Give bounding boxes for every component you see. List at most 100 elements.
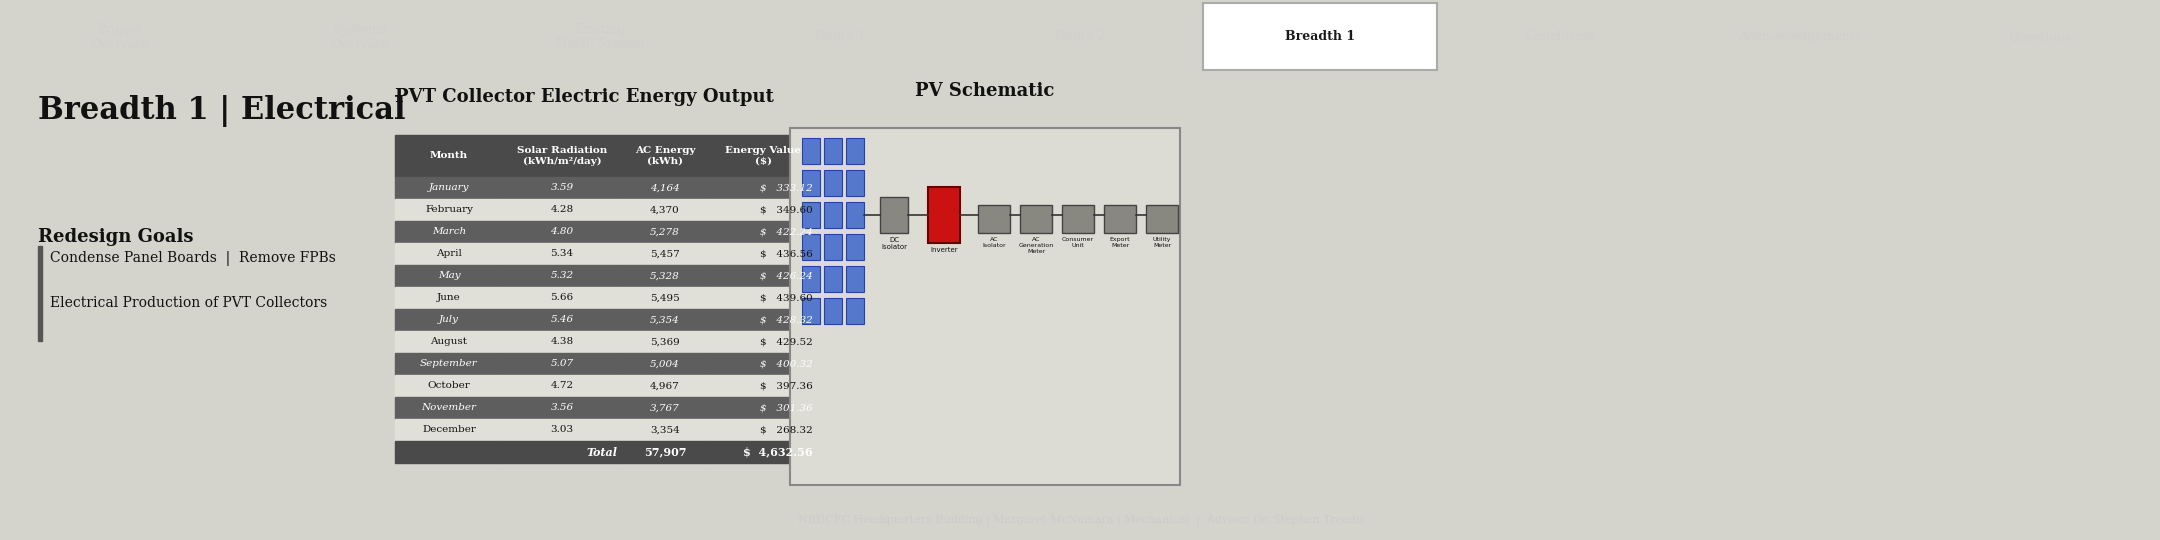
Bar [708, 221, 816, 243]
Bar [847, 298, 864, 324]
Text: Electrical Production of PVT Collectors: Electrical Production of PVT Collectors [50, 296, 328, 310]
Bar [708, 353, 816, 375]
Text: Breadth 1: Breadth 1 [1285, 30, 1354, 43]
Text: 3.03: 3.03 [551, 426, 575, 435]
Bar [503, 397, 622, 419]
Bar [708, 397, 816, 419]
Text: AC Energy
(kWh): AC Energy (kWh) [635, 146, 696, 166]
Bar [395, 309, 503, 331]
Text: $   333.12: $ 333.12 [760, 184, 812, 192]
Bar [503, 419, 622, 441]
Text: 3.56: 3.56 [551, 403, 575, 413]
Text: November: November [421, 403, 477, 413]
Bar [791, 128, 1179, 485]
Text: July: July [438, 315, 458, 325]
Text: 5.34: 5.34 [551, 249, 575, 259]
Bar [801, 170, 821, 196]
Bar [395, 397, 503, 419]
Bar [801, 298, 821, 324]
Bar [503, 287, 622, 309]
Text: 5,004: 5,004 [650, 360, 680, 368]
Text: Acknowledgements: Acknowledgements [1739, 30, 1862, 43]
Bar [503, 177, 622, 199]
Bar [395, 419, 503, 441]
Bar [503, 221, 622, 243]
Bar [395, 287, 503, 309]
Text: 4,370: 4,370 [650, 206, 680, 214]
Text: $   268.32: $ 268.32 [760, 426, 812, 435]
Bar [395, 221, 503, 243]
Bar [823, 138, 842, 164]
Bar [622, 331, 708, 353]
Text: 4,967: 4,967 [650, 381, 680, 390]
Bar [622, 375, 708, 397]
Bar [978, 205, 1011, 233]
Bar [622, 287, 708, 309]
Bar [622, 199, 708, 221]
Text: June: June [436, 294, 460, 302]
Bar [708, 309, 816, 331]
Text: $   397.36: $ 397.36 [760, 381, 812, 390]
Bar [847, 234, 864, 260]
Text: 5,278: 5,278 [650, 227, 680, 237]
Bar [823, 202, 842, 228]
Bar [1104, 205, 1136, 233]
Text: Depth 2: Depth 2 [1054, 30, 1106, 43]
Bar [395, 177, 503, 199]
Text: $   426.24: $ 426.24 [760, 272, 812, 280]
Bar [801, 266, 821, 292]
Text: Total: Total [585, 447, 618, 457]
Text: 4.38: 4.38 [551, 338, 575, 347]
Text: Solar Radiation
(kWh/m²/day): Solar Radiation (kWh/m²/day) [516, 146, 607, 166]
Text: 4,164: 4,164 [650, 184, 680, 192]
Text: 3,767: 3,767 [650, 403, 680, 413]
Text: NRUCFC Headquarters Building | Margaret McNamara | Mechanical  |  Advisor Dr. St: NRUCFC Headquarters Building | Margaret … [797, 514, 1363, 526]
Text: 5.07: 5.07 [551, 360, 575, 368]
Bar [847, 138, 864, 164]
Bar [395, 265, 503, 287]
Text: $   436.56: $ 436.56 [760, 249, 812, 259]
Bar [622, 397, 708, 419]
Text: Utility
Meter: Utility Meter [1153, 237, 1171, 248]
Bar [823, 234, 842, 260]
Bar [622, 419, 708, 441]
Bar [708, 265, 816, 287]
Bar [1020, 205, 1052, 233]
Bar [503, 135, 622, 177]
Text: PV Schematic: PV Schematic [916, 82, 1054, 100]
Bar [395, 135, 503, 177]
Text: Energy Value
($): Energy Value ($) [726, 146, 801, 166]
Bar [708, 177, 816, 199]
Bar [1203, 3, 1436, 70]
Bar [622, 135, 708, 177]
Text: 4.28: 4.28 [551, 206, 575, 214]
Text: $   429.52: $ 429.52 [760, 338, 812, 347]
Bar [708, 419, 816, 441]
Text: $   439.60: $ 439.60 [760, 294, 812, 302]
Text: Consumer
Unit: Consumer Unit [1063, 237, 1095, 248]
Bar [929, 187, 959, 243]
Bar [708, 199, 816, 221]
Bar [708, 135, 816, 177]
Text: 5,328: 5,328 [650, 272, 680, 280]
Text: $  4,632.56: $ 4,632.56 [743, 447, 812, 457]
Text: September: September [421, 360, 477, 368]
Bar [708, 287, 816, 309]
Text: AC
Generation
Meter: AC Generation Meter [1017, 237, 1054, 254]
Text: Project
Overview: Project Overview [91, 23, 149, 51]
Text: January: January [428, 184, 469, 192]
Text: Month: Month [430, 152, 469, 160]
Bar [847, 170, 864, 196]
Text: PVT Collector Electric Energy Output: PVT Collector Electric Energy Output [395, 88, 773, 106]
Text: October: October [428, 381, 471, 390]
Bar [503, 353, 622, 375]
Bar [395, 199, 503, 221]
Bar [395, 375, 503, 397]
Text: AC
Isolator: AC Isolator [983, 237, 1007, 248]
Bar [503, 375, 622, 397]
Text: 4.72: 4.72 [551, 381, 575, 390]
Bar [823, 170, 842, 196]
Bar [622, 353, 708, 375]
Bar [503, 199, 622, 221]
Text: 5,354: 5,354 [650, 315, 680, 325]
